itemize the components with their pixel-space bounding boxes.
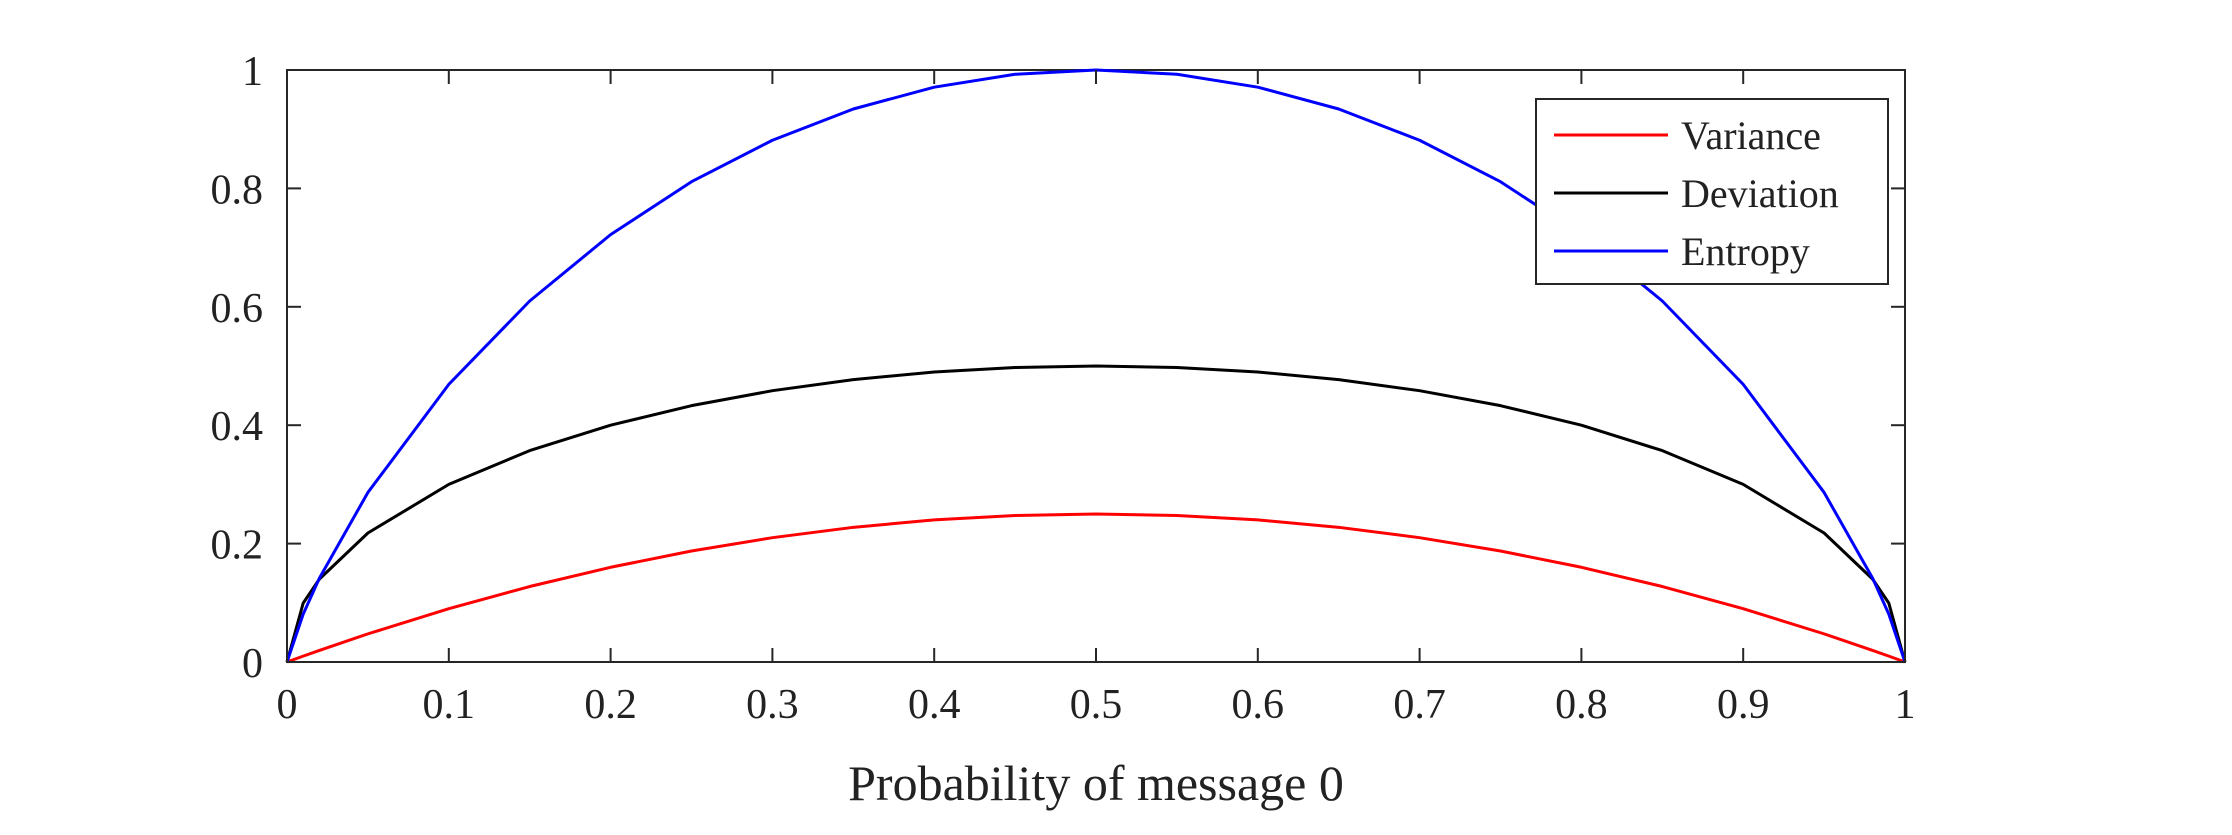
x-tick-label: 0.1 [423, 682, 476, 728]
y-tick-label: 0.4 [211, 404, 264, 450]
y-tick-label: 0.8 [211, 167, 264, 213]
legend-entry-entropy: Entropy [1554, 229, 1810, 274]
y-tick-label: 0 [242, 641, 263, 687]
x-tick-label: 0.3 [746, 682, 799, 728]
x-tick-label: 1 [1895, 682, 1916, 728]
x-tick-label: 0.2 [584, 682, 637, 728]
legend-label: Entropy [1681, 229, 1810, 274]
x-tick-labels: 0 0.1 0.2 0.3 0.4 0.5 0.6 0.7 0.8 0.9 1 [277, 682, 1916, 728]
legend-label: Deviation [1681, 171, 1839, 216]
x-tick-label: 0.8 [1555, 682, 1608, 728]
y-tick-label: 1 [242, 49, 263, 95]
x-tick-label: 0.7 [1393, 682, 1446, 728]
tick-marks [286, 69, 1906, 663]
x-tick-label: 0.5 [1070, 682, 1123, 728]
legend-label: Variance [1681, 113, 1821, 158]
legend-entries: Variance Deviation Entropy [1554, 113, 1839, 274]
x-axis-label: Probability of message 0 [848, 755, 1344, 811]
series-line-deviation [285, 364, 1907, 663]
x-tick-label: 0.9 [1717, 682, 1770, 728]
x-tick-label: 0.6 [1232, 682, 1285, 728]
y-tick-label: 0.2 [211, 523, 264, 569]
legend-entry-variance: Variance [1554, 113, 1821, 158]
x-tick-label: 0 [277, 682, 298, 728]
legend: Variance Deviation Entropy [1535, 98, 1889, 285]
legend-entry-deviation: Deviation [1554, 171, 1839, 216]
y-tick-labels: 0 0.2 0.4 0.6 0.8 1 [211, 49, 264, 687]
y-tick-label: 0.6 [211, 286, 264, 332]
x-tick-label: 0.4 [908, 682, 961, 728]
series-line-variance [286, 512, 1906, 664]
